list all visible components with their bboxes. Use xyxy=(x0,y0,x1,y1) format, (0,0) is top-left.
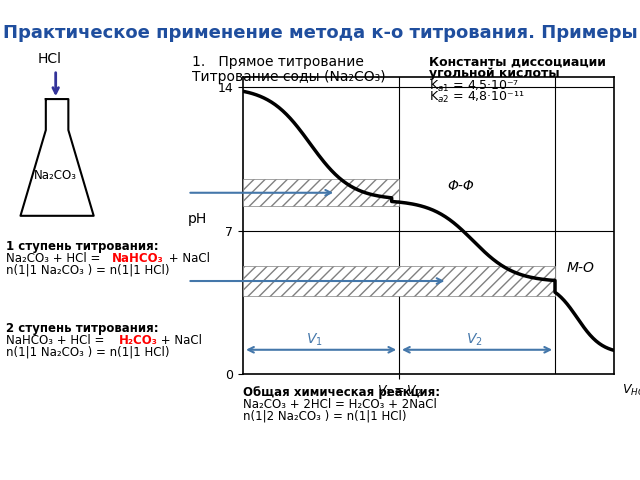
Text: угольной кислоты: угольной кислоты xyxy=(429,67,559,80)
Text: + NaCl: + NaCl xyxy=(165,252,210,265)
Text: M-O: M-O xyxy=(566,261,594,275)
Text: 1.   Прямое титрование: 1. Прямое титрование xyxy=(192,55,364,69)
Text: Na₂CO₃: Na₂CO₃ xyxy=(34,169,77,182)
Y-axis label: pH: pH xyxy=(188,212,207,226)
Text: + NaCl: + NaCl xyxy=(157,334,202,347)
Text: NaHCO₃: NaHCO₃ xyxy=(112,252,164,265)
Text: HCl: HCl xyxy=(37,51,61,66)
Bar xyxy=(243,180,399,206)
Text: $V_{HCl}$: $V_{HCl}$ xyxy=(622,383,640,398)
Text: Na₂CO₃ + HCl =: Na₂CO₃ + HCl = xyxy=(6,252,104,265)
Text: NaHCO₃ + HCl =: NaHCO₃ + HCl = xyxy=(6,334,109,347)
Text: $V_2$: $V_2$ xyxy=(466,332,483,348)
Text: n(1|1 Na₂CO₃ ) = n(1|1 HCl): n(1|1 Na₂CO₃ ) = n(1|1 HCl) xyxy=(6,346,170,359)
Text: H₂CO₃: H₂CO₃ xyxy=(118,334,157,347)
Text: Константы диссоциации: Константы диссоциации xyxy=(429,55,605,68)
Text: Титрование соды (Na₂CO₃): Титрование соды (Na₂CO₃) xyxy=(192,70,386,84)
Text: Φ-Φ: Φ-Φ xyxy=(447,179,474,192)
Text: Практическое применение метода к-о титрования. Примеры: Практическое применение метода к-о титро… xyxy=(3,24,637,42)
Text: 1 ступень титрования:: 1 ступень титрования: xyxy=(6,240,159,253)
Text: Na₂CO₃ + 2HCl = H₂CO₃ + 2NaCl: Na₂CO₃ + 2HCl = H₂CO₃ + 2NaCl xyxy=(243,398,437,411)
Text: $V_1$: $V_1$ xyxy=(307,332,323,348)
Text: n(1|2 Na₂CO₃ ) = n(1|1 HCl): n(1|2 Na₂CO₃ ) = n(1|1 HCl) xyxy=(243,409,406,422)
Polygon shape xyxy=(20,99,93,216)
Text: 2 ступень титрования:: 2 ступень титрования: xyxy=(6,322,159,335)
Bar xyxy=(243,265,555,297)
Text: K$_{a2}$ = 4,8·10⁻¹¹: K$_{a2}$ = 4,8·10⁻¹¹ xyxy=(429,90,525,105)
Text: n(1|1 Na₂CO₃ ) = n(1|1 HCl): n(1|1 Na₂CO₃ ) = n(1|1 HCl) xyxy=(6,264,170,277)
Text: K$_{a1}$ = 4,5·10⁻⁷: K$_{a1}$ = 4,5·10⁻⁷ xyxy=(429,79,519,94)
Text: Общая химическая реакция:: Общая химическая реакция: xyxy=(243,386,440,399)
